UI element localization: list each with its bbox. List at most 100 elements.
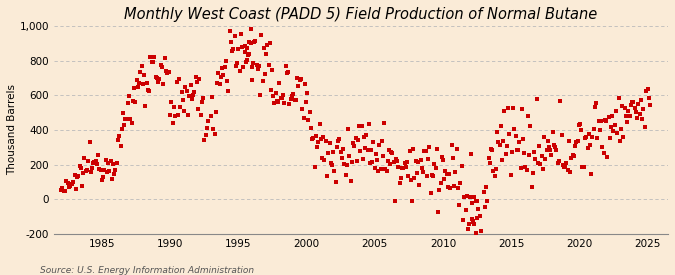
- Point: [637, 116, 647, 121]
- Point: [624, 114, 635, 118]
- Point: [59, 188, 70, 193]
- Point: [592, 136, 603, 140]
- Point: [473, 207, 484, 211]
- Point: [572, 139, 583, 143]
- Point: [400, 165, 411, 169]
- Point: [440, 169, 451, 173]
- Point: [420, 149, 431, 153]
- Point: [321, 139, 331, 144]
- Point: [76, 166, 86, 170]
- Point: [232, 60, 242, 65]
- Point: [555, 99, 566, 103]
- Point: [516, 107, 527, 111]
- Point: [604, 136, 615, 141]
- Point: [529, 150, 539, 154]
- Point: [634, 111, 645, 116]
- Point: [469, 195, 480, 199]
- Point: [82, 168, 92, 172]
- Point: [616, 127, 626, 131]
- Point: [280, 64, 291, 68]
- Point: [566, 156, 576, 161]
- Point: [119, 123, 130, 127]
- Point: [388, 160, 399, 164]
- Point: [582, 146, 593, 150]
- Point: [589, 127, 599, 132]
- Point: [188, 93, 198, 98]
- Point: [360, 145, 371, 150]
- Point: [240, 60, 251, 64]
- Point: [151, 75, 161, 79]
- Point: [199, 138, 210, 142]
- Point: [387, 151, 398, 155]
- Point: [526, 185, 537, 189]
- Point: [580, 134, 591, 139]
- Point: [55, 188, 66, 193]
- Point: [464, 222, 475, 227]
- Point: [591, 101, 601, 105]
- Point: [325, 161, 336, 165]
- Point: [90, 158, 101, 163]
- Point: [323, 150, 333, 155]
- Point: [128, 99, 138, 103]
- Point: [536, 154, 547, 158]
- Point: [363, 122, 374, 127]
- Point: [369, 166, 380, 170]
- Point: [186, 97, 197, 101]
- Point: [109, 171, 119, 176]
- Point: [558, 163, 568, 167]
- Point: [292, 76, 302, 81]
- Point: [207, 95, 217, 100]
- Point: [577, 165, 588, 169]
- Point: [249, 40, 260, 44]
- Point: [435, 181, 446, 185]
- Point: [86, 166, 97, 170]
- Point: [537, 166, 548, 171]
- Point: [534, 144, 545, 148]
- Point: [180, 85, 191, 89]
- Point: [522, 114, 533, 119]
- Point: [618, 134, 629, 139]
- Point: [580, 136, 591, 140]
- Point: [267, 67, 277, 72]
- Point: [166, 100, 177, 104]
- Point: [165, 113, 176, 118]
- Point: [372, 158, 383, 162]
- Point: [485, 161, 495, 165]
- Point: [131, 78, 142, 82]
- Point: [468, 220, 479, 224]
- Point: [171, 79, 182, 84]
- Point: [72, 175, 82, 179]
- Point: [374, 142, 385, 147]
- Point: [62, 181, 73, 185]
- Point: [392, 158, 403, 163]
- Point: [443, 172, 454, 177]
- Point: [167, 121, 178, 125]
- Point: [219, 65, 230, 69]
- Point: [381, 169, 392, 173]
- Point: [259, 46, 269, 50]
- Point: [368, 140, 379, 144]
- Point: [240, 43, 250, 48]
- Point: [525, 124, 536, 128]
- Point: [277, 96, 288, 100]
- Point: [469, 222, 480, 226]
- Point: [339, 162, 350, 166]
- Point: [348, 141, 358, 145]
- Point: [364, 161, 375, 166]
- Point: [331, 145, 342, 149]
- Point: [620, 106, 630, 110]
- Point: [190, 75, 201, 79]
- Point: [439, 177, 450, 181]
- Point: [58, 189, 69, 193]
- Point: [449, 183, 460, 188]
- Point: [448, 156, 458, 161]
- Point: [194, 76, 205, 81]
- Point: [431, 147, 442, 152]
- Point: [413, 160, 424, 164]
- Point: [568, 153, 579, 158]
- Point: [379, 121, 389, 125]
- Point: [318, 135, 329, 139]
- Point: [518, 136, 529, 141]
- Point: [396, 175, 406, 180]
- Point: [92, 162, 103, 166]
